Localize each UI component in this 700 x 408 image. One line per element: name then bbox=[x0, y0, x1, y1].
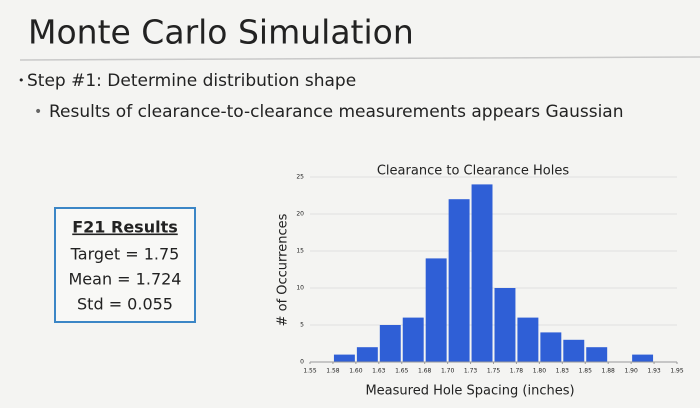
y-tick-label: 20 bbox=[296, 211, 304, 218]
x-tick-label: 1.70 bbox=[441, 368, 455, 375]
bar bbox=[517, 317, 539, 362]
x-tick-label: 1.73 bbox=[464, 368, 478, 375]
results-line: Target = 1.75 bbox=[70, 245, 180, 264]
bullet: Step #1: Determine distribution shape bbox=[27, 71, 356, 91]
bar bbox=[632, 354, 654, 362]
x-tick-label: 1.55 bbox=[303, 368, 317, 375]
bar bbox=[563, 339, 585, 362]
x-tick-label: 1.93 bbox=[647, 368, 661, 375]
results-heading: F21 Results bbox=[72, 218, 178, 237]
bar bbox=[540, 332, 562, 362]
title-rule bbox=[19, 56, 700, 61]
results-line: Std = 0.055 bbox=[77, 295, 173, 314]
x-tick-label: 1.68 bbox=[418, 368, 432, 375]
chart-title: Clearance to Clearance Holes bbox=[377, 164, 569, 179]
bar bbox=[471, 184, 493, 362]
x-tick-label: 1.63 bbox=[372, 368, 386, 375]
bar bbox=[356, 347, 378, 362]
x-tick-label: 1.75 bbox=[487, 368, 501, 375]
x-tick-label: 1.58 bbox=[326, 368, 340, 375]
x-tick-label: 1.83 bbox=[556, 368, 570, 375]
sub-bullet-dot: • bbox=[34, 104, 42, 120]
sub-bullet: Results of clearance-to-clearance measur… bbox=[49, 102, 623, 122]
bar bbox=[448, 199, 470, 362]
bullet-dot: • bbox=[18, 74, 25, 87]
x-tick-label: 1.65 bbox=[395, 368, 409, 375]
y-tick-label: 0 bbox=[300, 359, 304, 366]
y-tick-label: 15 bbox=[296, 248, 304, 255]
bar bbox=[425, 258, 447, 362]
x-tick-label: 1.95 bbox=[670, 368, 684, 375]
y-tick-label: 25 bbox=[296, 174, 304, 181]
results-line: Mean = 1.724 bbox=[69, 270, 182, 289]
bar bbox=[333, 354, 355, 362]
y-tick-label: 10 bbox=[296, 285, 304, 292]
x-tick-label: 1.78 bbox=[510, 368, 524, 375]
x-tick-label: 1.85 bbox=[579, 368, 593, 375]
x-tick-label: 1.60 bbox=[349, 368, 363, 375]
x-tick-label: 1.88 bbox=[602, 368, 616, 375]
x-tick-label: 1.90 bbox=[624, 368, 638, 375]
bar bbox=[379, 325, 401, 362]
y-axis-label: # of Occurrences bbox=[276, 213, 291, 326]
slide-title: Monte Carlo Simulation bbox=[28, 13, 414, 52]
x-tick-label: 1.80 bbox=[533, 368, 547, 375]
bar bbox=[494, 288, 516, 362]
bar bbox=[586, 347, 608, 362]
bar bbox=[402, 317, 424, 362]
y-tick-label: 5 bbox=[300, 322, 304, 329]
results-box bbox=[54, 207, 196, 323]
x-axis-label: Measured Hole Spacing (inches) bbox=[365, 384, 574, 399]
